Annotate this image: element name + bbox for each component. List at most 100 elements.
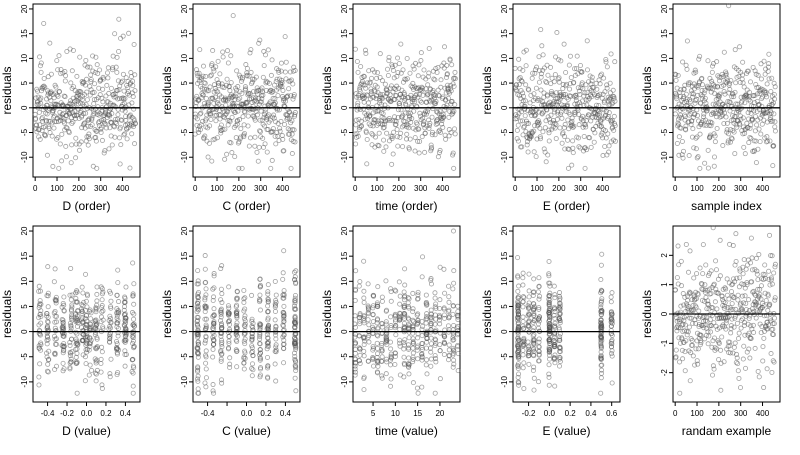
data-point xyxy=(429,114,435,120)
data-point xyxy=(246,73,252,79)
data-point xyxy=(233,347,239,353)
data-point xyxy=(754,84,760,90)
data-point xyxy=(397,337,403,343)
data-point xyxy=(44,111,50,117)
data-point xyxy=(582,165,588,171)
data-point xyxy=(374,70,380,76)
data-point xyxy=(520,98,526,104)
data-point xyxy=(94,344,100,350)
data-point xyxy=(122,295,128,301)
data-point xyxy=(604,85,610,91)
data-point xyxy=(287,78,293,84)
data-point xyxy=(705,147,711,153)
points xyxy=(352,228,461,396)
data-point xyxy=(766,76,772,82)
data-point xyxy=(421,111,427,117)
data-point xyxy=(597,110,603,116)
data-point xyxy=(736,109,742,115)
data-point xyxy=(379,354,385,360)
data-point xyxy=(74,390,80,396)
data-point xyxy=(39,128,45,134)
data-point xyxy=(606,143,612,149)
data-point xyxy=(249,337,255,343)
data-point xyxy=(194,122,200,128)
data-point xyxy=(61,294,67,300)
data-point xyxy=(218,122,224,128)
data-point xyxy=(218,322,224,328)
data-point xyxy=(36,382,42,388)
data-point xyxy=(273,336,279,342)
data-point xyxy=(99,344,105,350)
data-point xyxy=(68,80,74,86)
data-point xyxy=(441,306,447,312)
data-point xyxy=(684,38,690,44)
data-point xyxy=(115,267,121,273)
data-point xyxy=(73,135,79,141)
data-point xyxy=(529,130,535,136)
y-tick-label: 5 xyxy=(20,304,29,309)
data-point xyxy=(195,373,201,379)
data-point xyxy=(257,307,263,313)
data-point xyxy=(228,80,234,86)
x-axis-label: D (order) xyxy=(62,199,110,213)
data-point xyxy=(597,81,603,87)
data-point xyxy=(387,117,393,123)
data-point xyxy=(450,286,456,292)
data-point xyxy=(289,118,295,124)
data-point xyxy=(526,271,532,277)
data-point xyxy=(422,130,428,136)
data-point xyxy=(393,332,399,338)
data-point xyxy=(202,340,208,346)
data-point xyxy=(292,375,298,381)
y-tick-label: 20 xyxy=(660,4,669,13)
data-point xyxy=(418,58,424,64)
data-point xyxy=(94,298,100,304)
data-point xyxy=(676,134,682,140)
data-point xyxy=(584,67,590,73)
data-point xyxy=(280,88,286,94)
data-point xyxy=(562,134,568,140)
data-point xyxy=(61,347,67,353)
data-point xyxy=(450,345,456,351)
data-point xyxy=(697,165,703,171)
data-point xyxy=(675,72,681,78)
x-tick-label: 0.4 xyxy=(280,409,292,418)
data-point xyxy=(520,304,526,310)
data-point xyxy=(517,75,523,81)
data-point xyxy=(748,79,754,85)
data-point xyxy=(748,235,754,241)
data-point xyxy=(257,37,263,43)
data-point xyxy=(109,67,115,73)
data-point xyxy=(388,314,394,320)
data-point xyxy=(99,297,105,303)
data-point xyxy=(131,316,137,322)
data-point xyxy=(104,104,110,110)
data-point xyxy=(550,120,556,126)
y-tick-label: 10 xyxy=(340,53,349,62)
data-point xyxy=(710,110,716,116)
data-point xyxy=(81,111,87,117)
x-tick-label: 200 xyxy=(232,184,246,193)
data-point xyxy=(117,161,123,167)
data-point xyxy=(680,59,686,65)
data-point xyxy=(548,88,554,94)
data-point xyxy=(114,54,120,60)
data-point xyxy=(122,363,128,369)
data-point xyxy=(401,305,407,311)
data-point xyxy=(107,125,113,131)
data-point xyxy=(201,136,207,142)
data-point xyxy=(107,371,113,377)
data-point xyxy=(69,68,75,74)
data-point xyxy=(353,141,359,147)
data-point xyxy=(363,85,369,91)
x-tick-label: 0.4 xyxy=(120,409,132,418)
data-point xyxy=(115,330,121,336)
data-point xyxy=(281,318,287,324)
data-point xyxy=(372,134,378,140)
data-point xyxy=(435,109,441,115)
y-tick-label: 5 xyxy=(340,304,349,309)
data-point xyxy=(38,320,44,326)
data-point xyxy=(433,359,439,365)
data-point xyxy=(194,332,200,338)
